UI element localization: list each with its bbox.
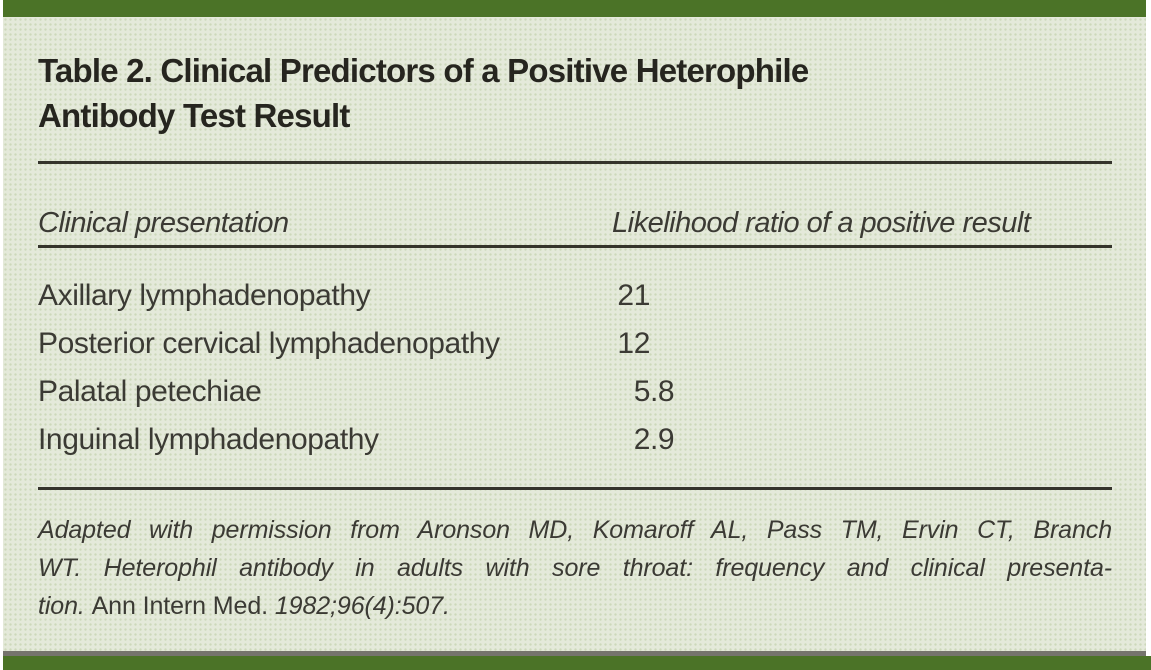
row-ratio: 12 — [612, 320, 650, 368]
footnote-citation-lead: tion. — [38, 592, 92, 620]
title-line-1: Table 2. Clinical Predictors of a Positi… — [38, 52, 809, 89]
row-presentation: Axillary lymphadenopathy — [38, 279, 371, 312]
footnote-line-1: Adapted with permission from Aronson MD,… — [38, 516, 1112, 544]
header-rule — [38, 245, 1112, 248]
footnote: Adapted with permission from Aronson MD,… — [38, 511, 1112, 625]
footnote-rule — [38, 487, 1112, 490]
title-rule — [38, 161, 1112, 164]
table-row: Posterior cervical lymphadenopathy 12 — [3, 320, 1146, 368]
bottom-gray-rule — [3, 651, 1146, 656]
table-header-row: Clinical presentation Likelihood ratio o… — [3, 205, 1146, 241]
row-ratio: 2.9 — [612, 416, 675, 464]
column-header-ratio: Likelihood ratio of a positive result — [612, 207, 1031, 239]
ratio-integer-part: 2 — [633, 423, 651, 456]
table-title: Table 2. Clinical Predictors of a Positi… — [38, 48, 809, 138]
table-row: Palatal petechiae 5.8 — [3, 368, 1146, 416]
row-ratio: 5.8 — [612, 368, 675, 416]
ratio-integer-part: 12 — [617, 327, 650, 360]
title-line-2: Antibody Test Result — [38, 97, 350, 134]
top-accent-bar — [3, 0, 1146, 17]
ratio-decimal-part: .8 — [650, 375, 675, 408]
row-presentation: Posterior cervical lymphadenopathy — [38, 327, 500, 360]
footnote-line-3: tion. Ann Intern Med. 1982;96(4):507. — [38, 587, 1112, 625]
ratio-integer-part: 21 — [617, 279, 650, 312]
row-presentation: Inguinal lymphadenopathy — [38, 423, 379, 456]
ratio-integer-part: 5 — [633, 375, 651, 408]
table-panel: Table 2. Clinical Predictors of a Positi… — [3, 17, 1146, 651]
citation-volume-page: 1982;96(4):507. — [274, 592, 450, 620]
row-ratio: 21 — [612, 272, 650, 320]
bottom-accent-bar — [3, 656, 1151, 670]
ratio-decimal-part: .9 — [650, 423, 675, 456]
journal-name: Ann Intern Med. — [91, 592, 275, 620]
footnote-line-2: WT. Heterophil antibody in adults with s… — [38, 554, 1112, 582]
table-row: Inguinal lymphadenopathy 2.9 — [3, 416, 1146, 464]
table-body: Axillary lymphadenopathy 21 Posterior ce… — [3, 272, 1146, 464]
column-header-presentation: Clinical presentation — [38, 207, 289, 239]
row-presentation: Palatal petechiae — [38, 375, 262, 408]
table-row: Axillary lymphadenopathy 21 — [3, 272, 1146, 320]
